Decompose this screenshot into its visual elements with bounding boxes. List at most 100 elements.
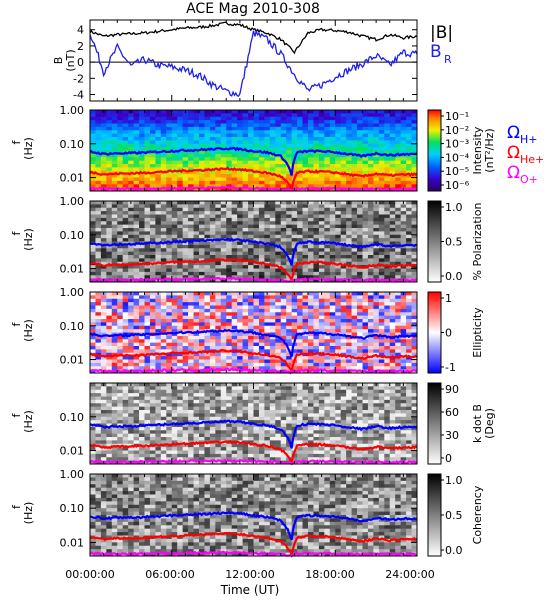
- heatmap-cell: [269, 110, 276, 114]
- heatmap-cell: [373, 241, 380, 246]
- heatmap-cell: [144, 359, 151, 364]
- heatmap-cell: [280, 130, 287, 135]
- heatmap-cell: [400, 153, 407, 158]
- heatmap-cell: [275, 224, 282, 229]
- heatmap-cell: [166, 386, 173, 391]
- heatmap-cell: [139, 211, 145, 216]
- heatmap-cell: [269, 140, 276, 145]
- heatmap-cell: [95, 416, 102, 421]
- heatmap-cell: [248, 295, 254, 300]
- heatmap-cell: [188, 325, 195, 330]
- heatmap-cell: [106, 187, 113, 192]
- heatmap-cell: [204, 325, 211, 330]
- heatmap-cell: [324, 308, 331, 313]
- heatmap-cell: [193, 164, 200, 168]
- heatmap-cell: [204, 453, 211, 458]
- heatmap-cell: [367, 295, 374, 300]
- heatmap-cell: [308, 160, 314, 165]
- heatmap-cell: [193, 416, 200, 421]
- heatmap-cell: [237, 261, 244, 266]
- heatmap-cell: [373, 207, 380, 212]
- heatmap-cell: [297, 251, 304, 256]
- heatmap-cell: [280, 123, 287, 128]
- heatmap-cell: [269, 349, 276, 354]
- heatmap-cell: [160, 184, 167, 189]
- heatmap-cell: [248, 130, 254, 135]
- heatmap-cell: [384, 271, 391, 276]
- heatmap-cell: [291, 164, 298, 168]
- heatmap-cell: [128, 315, 135, 320]
- heatmap-cell: [182, 211, 189, 216]
- heatmap-cell: [204, 423, 211, 428]
- heatmap-cell: [362, 143, 369, 148]
- heatmap-cell: [357, 305, 363, 310]
- heatmap-cell: [411, 123, 418, 128]
- heatmap-cell: [166, 346, 173, 350]
- heatmap-cell: [395, 275, 402, 280]
- heatmap-cell: [318, 180, 325, 185]
- heatmap-cell: [193, 251, 200, 256]
- heatmap-cell: [324, 160, 331, 165]
- heatmap-cell: [111, 319, 118, 323]
- heatmap-cell: [220, 244, 227, 249]
- heatmap-cell: [95, 120, 102, 125]
- heatmap-cell: [106, 403, 113, 408]
- heatmap-cell: [291, 170, 298, 175]
- heatmap-cell: [406, 123, 413, 128]
- heatmap-cell: [193, 342, 200, 347]
- heatmap-cell: [248, 335, 254, 340]
- heatmap-cell: [128, 366, 135, 371]
- heatmap-cell: [258, 322, 265, 327]
- heatmap-cell: [346, 211, 353, 216]
- heatmap-cell: [90, 123, 96, 128]
- heatmap-cell: [199, 224, 205, 229]
- heatmap-cell: [340, 302, 347, 307]
- heatmap-cell: [406, 228, 413, 232]
- heatmap-cell: [286, 201, 293, 205]
- heatmap-cell: [237, 426, 244, 431]
- heatmap-cell: [297, 228, 304, 232]
- heatmap-cell: [275, 234, 282, 239]
- heatmap-cell: [226, 221, 233, 226]
- heatmap-cell: [373, 221, 380, 226]
- heatmap-cell: [209, 426, 216, 431]
- heatmap-cell: [357, 342, 363, 347]
- heatmap-cell: [182, 312, 189, 317]
- heatmap-cell: [395, 140, 402, 145]
- heatmap-cell: [395, 312, 402, 317]
- heatmap-cell: [133, 265, 140, 270]
- heatmap-cell: [318, 261, 325, 266]
- heatmap-cell: [95, 164, 102, 168]
- heatmap-cell: [329, 295, 336, 300]
- heatmap-cell: [199, 110, 205, 114]
- heatmap-cell: [155, 211, 162, 216]
- heatmap-cell: [117, 180, 124, 185]
- heatmap-cell: [335, 217, 342, 222]
- heatmap-cell: [406, 332, 413, 337]
- heatmap-cell: [367, 167, 374, 172]
- heatmap-cell: [199, 255, 205, 259]
- heatmap-cell: [128, 160, 135, 165]
- heatmap-cell: [100, 268, 107, 273]
- heatmap-cell: [346, 180, 353, 185]
- heatmap-cell: [111, 346, 118, 350]
- heatmap-cell: [160, 211, 167, 216]
- heatmap-cell: [144, 346, 151, 350]
- heatmap-cell: [188, 403, 195, 408]
- heatmap-cell: [357, 234, 363, 239]
- heatmap-cell: [367, 346, 374, 350]
- heatmap-cell: [193, 453, 200, 458]
- heatmap-cell: [297, 265, 304, 270]
- heatmap-cell: [160, 396, 167, 401]
- heatmap-cell: [122, 389, 129, 394]
- heatmap-cell: [373, 339, 380, 344]
- heatmap-cell: [324, 180, 331, 185]
- heatmap-cell: [400, 211, 407, 216]
- heatmap-cell: [95, 143, 102, 148]
- heatmap-cell: [128, 416, 135, 421]
- heatmap-cell: [188, 147, 195, 152]
- heatmap-cell: [280, 342, 287, 347]
- heatmap-cell: [199, 184, 205, 189]
- heatmap-cell: [395, 217, 402, 222]
- heatmap-cell: [182, 251, 189, 256]
